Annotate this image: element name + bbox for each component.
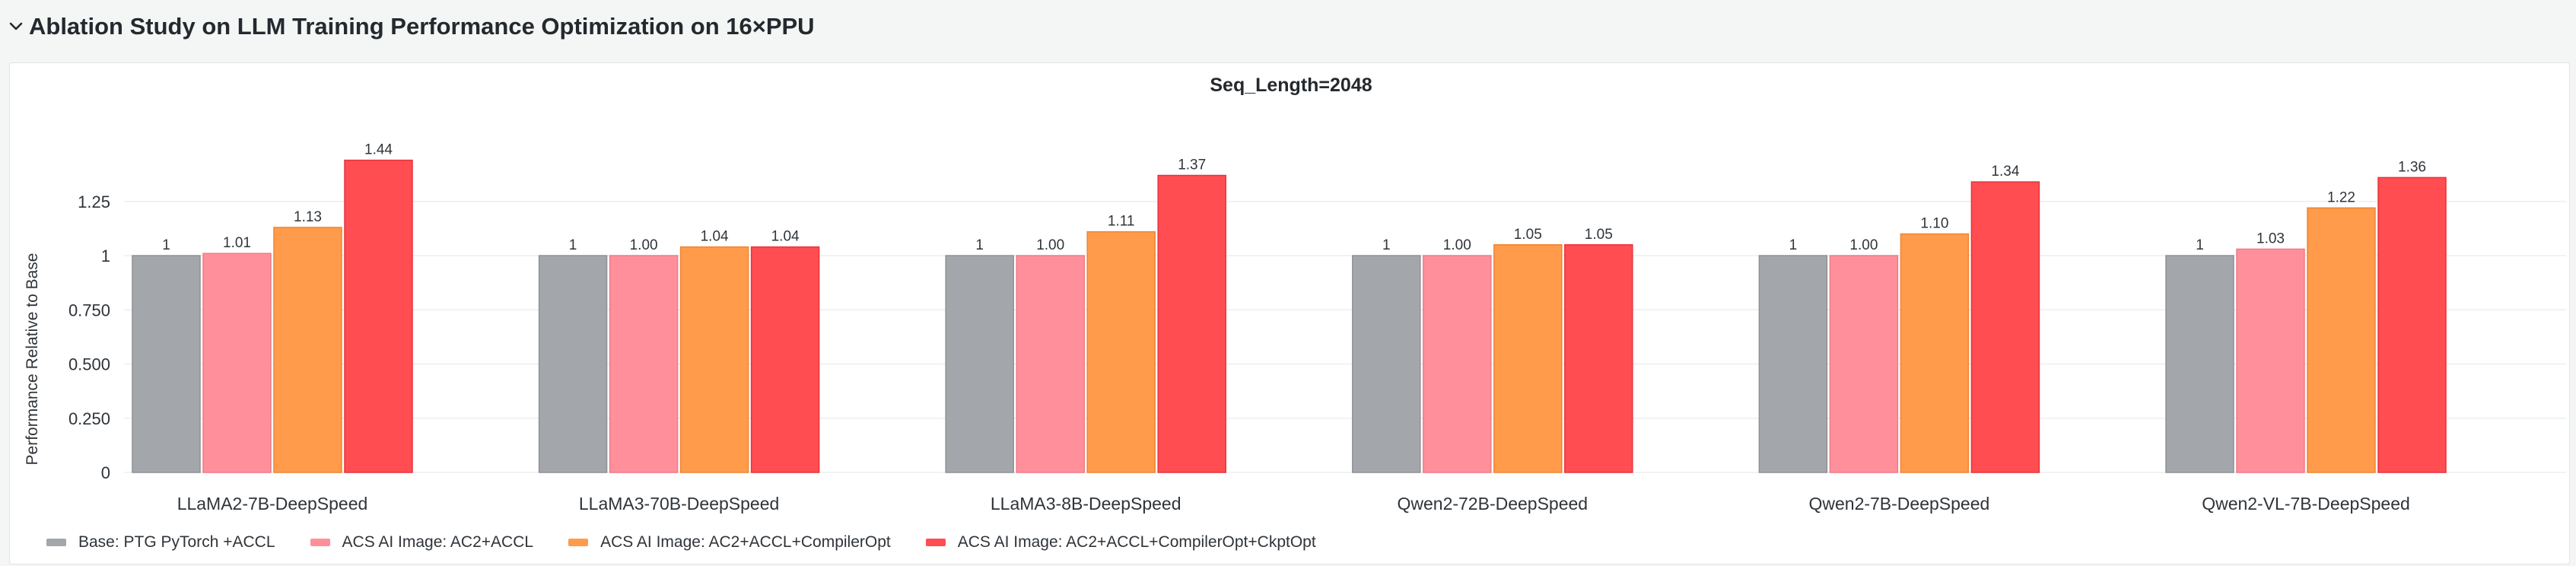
y-tick-label: 0.250 (68, 409, 110, 428)
y-tick-label: 1 (101, 246, 110, 266)
x-tick-label: LLaMA2-7B-DeepSpeed (177, 494, 368, 514)
chart-title: Seq_Length=2048 (1210, 75, 1372, 96)
legend-item[interactable]: ACS AI Image: AC2+ACCL+CompilerOpt (568, 533, 891, 552)
data-label: 1.03 (2256, 231, 2285, 246)
legend-item[interactable]: Base: PTG PyTorch +ACCL (46, 533, 275, 552)
legend-swatch (568, 539, 589, 546)
data-label: 1.11 (1108, 214, 1135, 230)
bar (1829, 255, 1899, 473)
x-tick-label: LLaMA3-70B-DeepSpeed (579, 494, 779, 514)
data-label: 1.00 (1036, 237, 1064, 253)
data-label: 1 (975, 237, 984, 253)
y-tick-label: 1.25 (78, 192, 110, 211)
y-tick-label: 0.750 (68, 300, 110, 320)
bar (1016, 255, 1085, 473)
legend-item[interactable]: ACS AI Image: AC2+ACCL (310, 533, 534, 552)
section-header: Ablation Study on LLM Training Performan… (0, 0, 2576, 53)
bar (679, 246, 749, 473)
chart-legend: Base: PTG PyTorch +ACCL ACS AI Image: AC2… (46, 527, 1351, 558)
y-tick-label: 0.500 (68, 355, 110, 374)
data-label: 1.22 (2327, 189, 2355, 205)
bar (202, 253, 272, 473)
y-tick-label: 0 (101, 463, 110, 482)
bar (1564, 244, 1633, 473)
data-label: 1.04 (701, 229, 729, 245)
bar (609, 255, 679, 473)
data-label: 1.34 (1991, 164, 2019, 180)
bar (1758, 255, 1828, 473)
bar (538, 255, 608, 473)
bar (2377, 176, 2447, 473)
bar (945, 255, 1014, 473)
data-label: 1.01 (223, 235, 251, 251)
bar (1423, 255, 1492, 473)
data-label: 1.00 (1849, 237, 1878, 253)
data-label: 1.00 (630, 237, 658, 253)
chevron-down-icon[interactable] (3, 11, 29, 42)
bar (750, 246, 820, 473)
x-tick-label: Qwen2-72B-DeepSpeed (1397, 494, 1588, 514)
data-label: 1.04 (771, 229, 800, 245)
data-label: 1.44 (364, 142, 393, 158)
bar (1493, 244, 1563, 473)
data-label: 1 (2196, 237, 2204, 253)
data-label: 1 (162, 237, 170, 253)
bar (2236, 248, 2305, 473)
bar (1900, 233, 1970, 473)
data-label: 1.36 (2398, 159, 2426, 175)
bar-chart: Seq_Length=2048 0 0.250 0.500 0.750 1 1.25 Perf… (24, 75, 2566, 514)
y-axis-label: Performance Relative to Base (24, 253, 41, 466)
data-label: 1 (1382, 237, 1391, 253)
data-label: 1.37 (1178, 157, 1206, 173)
legend-label: ACS AI Image: AC2+ACCL+CompilerOpt+CkptO… (957, 533, 1316, 551)
bar (273, 227, 342, 473)
legend-label: ACS AI Image: AC2+ACCL (342, 533, 534, 551)
x-tick-label: Qwen2-7B-DeepSpeed (1808, 494, 1989, 514)
bar (2307, 207, 2376, 473)
section-title: Ablation Study on LLM Training Performan… (29, 13, 815, 40)
bar (1970, 181, 2040, 473)
bar (1157, 174, 1226, 473)
bar (1352, 255, 1421, 473)
data-label: 1.00 (1443, 237, 1471, 253)
data-label: 1.05 (1585, 227, 1613, 243)
legend-swatch (310, 539, 330, 546)
x-tick-label: LLaMA3-8B-DeepSpeed (991, 494, 1181, 514)
data-label: 1 (1789, 237, 1798, 253)
legend-label: ACS AI Image: AC2+ACCL+CompilerOpt (600, 533, 891, 551)
data-label: 1.10 (1920, 216, 1948, 232)
bar (344, 159, 413, 473)
data-label: 1.05 (1514, 227, 1542, 243)
data-label: 1 (569, 237, 577, 253)
x-tick-label: Qwen2-VL-7B-DeepSpeed (2202, 494, 2410, 514)
chart-panel: Seq_Length=2048 0 0.250 0.500 0.750 1 1.25 Perf… (9, 62, 2570, 564)
legend-item[interactable]: ACS AI Image: AC2+ACCL+CompilerOpt+CkptO… (925, 533, 1316, 552)
legend-swatch (925, 539, 946, 546)
bar (132, 255, 201, 473)
legend-swatch (46, 539, 66, 546)
legend-label: Base: PTG PyTorch +ACCL (78, 533, 275, 551)
bar (2165, 255, 2234, 473)
data-label: 1.13 (294, 209, 322, 225)
bar (1086, 231, 1156, 473)
